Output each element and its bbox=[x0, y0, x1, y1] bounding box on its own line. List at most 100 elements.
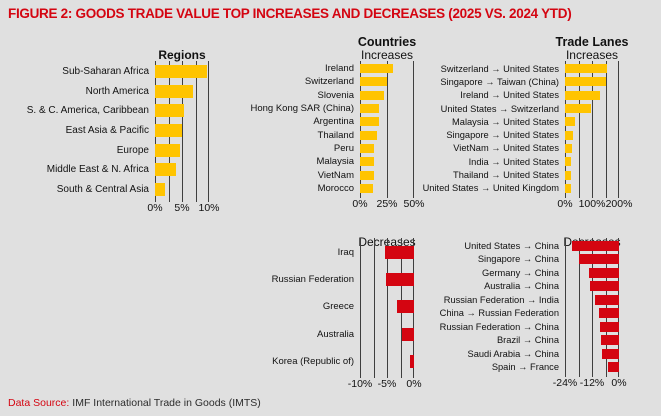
chart-rows: United States → China Singapore → China Ge… bbox=[423, 239, 619, 374]
category-label: Malaysia bbox=[316, 156, 355, 168]
bar-track bbox=[155, 180, 209, 200]
bar-track bbox=[565, 115, 619, 128]
category-label: VietNam bbox=[317, 169, 354, 181]
category-label: Malaysia → United States bbox=[452, 116, 559, 127]
category-label: Korea (Republic of) bbox=[272, 355, 354, 367]
bar-track bbox=[565, 253, 619, 267]
axis-tick-label: 200% bbox=[605, 198, 633, 210]
gridline bbox=[578, 61, 580, 198]
axis-tick-label: 10% bbox=[198, 202, 220, 215]
bar bbox=[565, 77, 606, 87]
bar-track bbox=[360, 75, 414, 88]
axis-tick-label: 100% bbox=[578, 198, 606, 210]
chart-row: Iraq bbox=[254, 239, 414, 266]
category-label: India → United States bbox=[468, 156, 559, 167]
bar-track bbox=[565, 347, 619, 361]
chart-row: India → United States bbox=[423, 155, 619, 168]
chart-row: Thailand → United States bbox=[423, 168, 619, 181]
gridline bbox=[387, 61, 388, 198]
bar bbox=[565, 143, 573, 153]
category-label: Hong Kong SAR (China) bbox=[250, 103, 355, 115]
chart-subtitle: Increases bbox=[565, 48, 619, 62]
chart-row: Germany → China bbox=[423, 266, 619, 280]
bar bbox=[155, 104, 185, 118]
chart-row: United States → Switzerland bbox=[423, 102, 619, 115]
bar bbox=[599, 321, 619, 332]
category-label: Switzerland → United States bbox=[440, 63, 559, 74]
category-label: Australia bbox=[317, 328, 354, 340]
axis-tick-label: -24% bbox=[552, 377, 578, 389]
bar bbox=[595, 294, 619, 305]
chart-row: Switzerland bbox=[249, 75, 414, 88]
bar bbox=[155, 65, 208, 79]
category-label: Ireland → United States bbox=[460, 90, 559, 101]
chart-row: Australia → China bbox=[423, 280, 619, 294]
category-label: Russian Federation → India bbox=[443, 294, 559, 305]
bar-track bbox=[360, 168, 414, 181]
bar bbox=[565, 64, 607, 74]
category-label: Iraq bbox=[337, 247, 354, 259]
grid-layer bbox=[565, 61, 619, 198]
bar-track bbox=[565, 168, 619, 181]
bar-track bbox=[565, 89, 619, 102]
bar bbox=[397, 300, 414, 314]
bar bbox=[598, 308, 619, 319]
category-label: Argentina bbox=[313, 116, 354, 128]
category-label: Russian Federation bbox=[271, 274, 354, 286]
chart-subtitle: Increases bbox=[360, 48, 414, 62]
bar bbox=[386, 273, 414, 287]
bar-track bbox=[360, 155, 414, 168]
chart-row: Russian Federation → China bbox=[423, 320, 619, 334]
data-source-text: IMF International Trade in Goods (IMTS) bbox=[72, 397, 261, 409]
chart-row: Malaysia → United States bbox=[423, 115, 619, 128]
chart-row: North America bbox=[19, 82, 209, 102]
chart-header: Countries Increases bbox=[358, 36, 416, 62]
gridline bbox=[387, 238, 388, 378]
bar-track bbox=[565, 155, 619, 168]
bar bbox=[360, 104, 380, 114]
bar-track bbox=[360, 62, 414, 75]
gridline bbox=[373, 238, 375, 378]
bar-track bbox=[360, 128, 414, 141]
bar bbox=[409, 354, 414, 368]
chart-row: Australia bbox=[254, 321, 414, 348]
bar bbox=[565, 90, 600, 100]
category-label: Ireland bbox=[324, 63, 354, 75]
bar-track bbox=[565, 75, 619, 88]
category-label: United States → China bbox=[464, 240, 559, 251]
category-label: Thailand → United States bbox=[453, 170, 559, 181]
chart-row: East Asia & Pacific bbox=[19, 121, 209, 141]
chart-row: Argentina bbox=[249, 115, 414, 128]
category-label: Thailand bbox=[317, 129, 354, 141]
bar-track bbox=[360, 266, 414, 293]
axis-tick-label: 25% bbox=[376, 198, 398, 210]
data-source-label: Data Source: bbox=[8, 397, 70, 409]
chart-row: Russian Federation → India bbox=[423, 293, 619, 307]
chart-row: Sub-Saharan Africa bbox=[19, 62, 209, 82]
chart-row: Russian Federation bbox=[254, 266, 414, 293]
gridline bbox=[360, 238, 361, 378]
axis-tick-label: 0% bbox=[557, 198, 573, 210]
chart-row: Singapore → Taiwan (China) bbox=[423, 75, 619, 88]
chart-row: VietNam → United States bbox=[423, 142, 619, 155]
bar-track bbox=[565, 266, 619, 280]
bar bbox=[565, 130, 574, 140]
gridline bbox=[605, 61, 607, 198]
chart-row: Switzerland → United States bbox=[423, 62, 619, 75]
bar bbox=[360, 64, 394, 74]
bar-track bbox=[565, 182, 619, 195]
category-label: Slovenia bbox=[317, 89, 354, 101]
category-label: S. & C. America, Caribbean bbox=[26, 105, 149, 117]
bar bbox=[360, 143, 375, 153]
bar-track bbox=[360, 102, 414, 115]
category-label: Singapore → United States bbox=[446, 130, 559, 141]
bar bbox=[578, 254, 619, 265]
bar-track bbox=[155, 82, 209, 102]
bar-track bbox=[155, 101, 209, 121]
bar bbox=[565, 183, 571, 193]
bar-track bbox=[565, 62, 619, 75]
category-label: Peru bbox=[333, 142, 354, 154]
category-label: Germany → China bbox=[482, 267, 559, 278]
bar bbox=[589, 281, 619, 292]
chart-row: Slovenia bbox=[249, 89, 414, 102]
